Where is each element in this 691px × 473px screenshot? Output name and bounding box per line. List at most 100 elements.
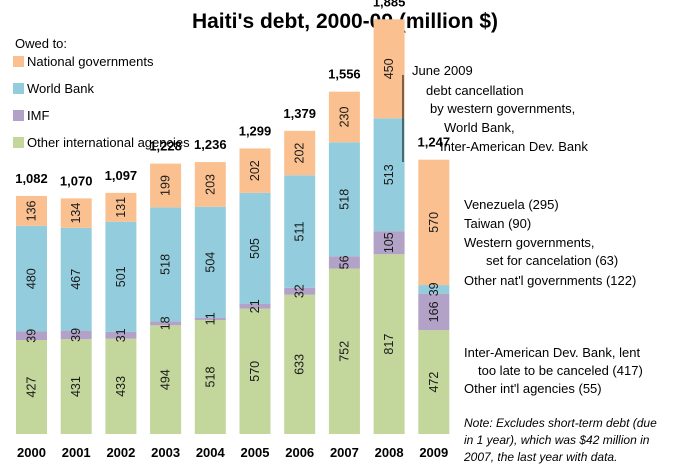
segment-value-label: 501 xyxy=(114,266,128,287)
bar-segment xyxy=(373,118,405,232)
total-label: 1,097 xyxy=(105,168,138,183)
x-tick-label: 2007 xyxy=(330,445,359,460)
segment-value-label: 570 xyxy=(248,361,262,382)
bar-segment xyxy=(284,130,316,176)
bar-segment xyxy=(60,227,92,331)
note-line: 2007, the last year with data. xyxy=(463,450,617,464)
bar-segment xyxy=(418,159,450,286)
bar-segment xyxy=(328,256,360,269)
segment-value-label: 166 xyxy=(427,301,441,322)
total-labels: 1,082 1,070 1,097 1,228 1,236 1,299 1,379 1,556… xyxy=(15,0,450,188)
bar-segment xyxy=(418,293,450,331)
x-tick-label: 2000 xyxy=(17,445,46,460)
x-tick-label: 2006 xyxy=(285,445,314,460)
other-breakdown-line: too late to be canceled (417) xyxy=(478,363,643,378)
segment-value-label: 56 xyxy=(337,255,351,269)
bar-segment xyxy=(60,330,92,340)
segment-value-label: 427 xyxy=(25,377,39,398)
x-tick-label: 2001 xyxy=(62,445,91,460)
x-tick-label: 2005 xyxy=(241,445,270,460)
cancellation-line: June 2009 xyxy=(412,63,473,78)
bar-segment xyxy=(373,19,405,119)
legend-title: Owed to: xyxy=(15,36,67,51)
total-label: 1,379 xyxy=(283,106,316,121)
cancellation-annotation: June 2009 debt cancellation by western gov… xyxy=(412,63,588,154)
bar-segment xyxy=(60,198,92,228)
legend-label: IMF xyxy=(27,108,49,123)
segment-value-label: 431 xyxy=(69,376,83,397)
segment-value-label: 199 xyxy=(159,175,173,196)
bar-segment xyxy=(194,162,226,207)
bar-segment xyxy=(328,142,360,257)
segment-value-label: 32 xyxy=(293,284,307,298)
segment-value-label: 518 xyxy=(337,189,351,210)
segment-value-label: 39 xyxy=(427,282,441,296)
cancellation-line: Inter-American Dev. Bank xyxy=(440,139,588,154)
total-label: 1,070 xyxy=(60,173,93,188)
segment-value-label: 518 xyxy=(159,254,173,275)
bar-segment xyxy=(373,254,405,434)
chart-title: Haiti's debt, 2000-09 (million $) xyxy=(192,10,498,33)
bar-segment xyxy=(60,339,92,434)
total-label: 1,247 xyxy=(418,135,451,150)
bar-segment xyxy=(284,287,316,295)
segment-labels: 427 39 480 136 431 39 467 134 433 31 501 131 494 18 51… xyxy=(25,58,441,397)
segment-value-label: 202 xyxy=(248,160,262,181)
other-breakdown-line: Other int'l agencies (55) xyxy=(464,381,602,396)
x-tick-label: 2002 xyxy=(106,445,135,460)
legend-label: World Bank xyxy=(27,81,94,96)
national-breakdown-line: Other nat'l governments (122) xyxy=(464,273,636,288)
bar-segment xyxy=(150,163,182,208)
segment-value-label: 433 xyxy=(114,376,128,397)
bar-segment xyxy=(239,148,271,193)
total-label: 1,885 xyxy=(373,0,406,9)
total-label: 1,556 xyxy=(328,67,361,82)
total-label: 1,299 xyxy=(239,123,272,138)
segment-value-label: 817 xyxy=(382,334,396,355)
segment-value-label: 39 xyxy=(69,328,83,342)
bars xyxy=(16,19,450,434)
bar-segment xyxy=(284,175,316,288)
segment-value-label: 633 xyxy=(293,354,307,375)
bar-segment xyxy=(150,325,182,434)
segment-value-label: 21 xyxy=(248,299,262,313)
note-line: Note: Excludes short-term debt (due xyxy=(464,416,657,430)
cancellation-line: by western governments, xyxy=(430,101,575,116)
note-line: in 1 year), which was $42 million in xyxy=(464,433,650,447)
legend: National governments World Bank IMF Other i… xyxy=(13,54,190,150)
other-breakdown-annotation: Inter-American Dev. Bank, lent too late t… xyxy=(464,345,643,396)
bar-segment xyxy=(284,294,316,434)
bar-segment xyxy=(150,207,182,322)
segment-value-label: 202 xyxy=(293,143,307,164)
national-breakdown-line: set for cancelation (63) xyxy=(486,253,618,268)
segment-value-label: 511 xyxy=(293,221,307,241)
x-tick-label: 2009 xyxy=(419,445,448,460)
bar-segment xyxy=(150,321,182,326)
segment-value-label: 505 xyxy=(248,238,262,259)
bar-segment xyxy=(105,338,137,434)
segment-value-label: 480 xyxy=(25,268,39,289)
bar-segment xyxy=(16,225,47,332)
segment-value-label: 136 xyxy=(25,200,39,221)
cancellation-line: World Bank, xyxy=(444,120,515,135)
segment-value-label: 134 xyxy=(69,203,83,224)
legend-swatch xyxy=(13,56,24,67)
total-label: 1,236 xyxy=(194,137,227,152)
national-breakdown-line: Venezuela (295) xyxy=(464,197,559,212)
bar-segment xyxy=(194,320,226,434)
note-annotation: Note: Excludes short-term debt (due in 1 … xyxy=(463,416,657,464)
bar-segment xyxy=(105,221,137,332)
bar-segment xyxy=(105,331,137,339)
bar-segment xyxy=(418,330,450,434)
segment-value-label: 11 xyxy=(203,312,217,325)
bar-segment xyxy=(239,303,271,309)
total-label: 1,228 xyxy=(149,139,182,154)
bar-segment xyxy=(16,331,47,341)
bar-segment xyxy=(328,91,360,143)
legend-label: National governments xyxy=(27,54,154,69)
x-tick-labels: 2000 2001 2002 2003 2004 2005 2006 2007 2008 2009 xyxy=(17,445,448,460)
segment-value-label: 131 xyxy=(114,197,128,218)
bar-segment xyxy=(328,268,360,434)
segment-value-label: 18 xyxy=(159,316,173,330)
